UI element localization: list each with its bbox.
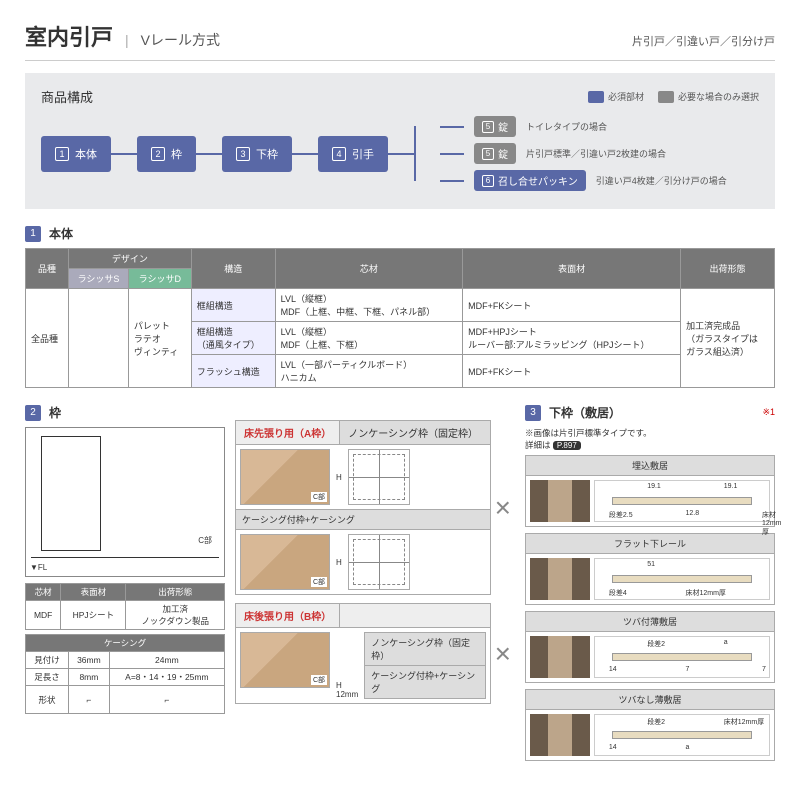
flow-step-4: 4引手: [318, 136, 388, 172]
composition-panel: 商品構成 必須部材 必要な場合のみ選択 1本体 2枠 3下枠 4引手 5錠トイレ…: [25, 73, 775, 209]
design-list: パレットラテオヴィンティ: [128, 289, 191, 388]
sill-item-title: ツバ付薄敷居: [525, 611, 775, 632]
composition-title: 商品構成: [41, 87, 93, 106]
page-title: 室内引戸: [25, 20, 113, 52]
page-variants: 片引戸／引違い戸／引分け戸: [632, 33, 775, 49]
sill-item-title: ツバなし薄敷居: [525, 689, 775, 710]
branch-desc: 引違い戸4枚建／引分け戸の場合: [596, 174, 727, 187]
door-photo: [240, 632, 330, 688]
legend-label-required: 必須部材: [608, 92, 644, 102]
panel-label: ケーシング付枠+ケーシング: [235, 510, 491, 530]
sill-photo: [530, 714, 590, 756]
right-note: ※画像は片引戸標準タイプです。 詳細は P.897: [525, 427, 775, 451]
sill-diagram: 段差2.519.112.819.1床材12mm厚: [594, 480, 770, 522]
cross-section-diagram: [348, 449, 410, 505]
casing-table: ケーシング 見付け36mm24mm 足長さ8mmA=8・14・19・25mm 形…: [25, 634, 225, 714]
legend-swatch-optional: [658, 91, 674, 103]
page-subtitle: Vレール方式: [141, 30, 220, 50]
sill-diagram: 14段差27a7床材12mm厚: [594, 636, 770, 678]
flow-row: 1本体 2枠 3下枠 4引手 5錠トイレタイプの場合 5錠片引戸標準／引違い戸2…: [41, 116, 759, 191]
panel-a-row1: H: [235, 445, 491, 510]
sill-item-body: 段差451床材12mm厚: [525, 554, 775, 605]
title-separator: |: [125, 32, 129, 48]
panel-b-header: 床後張り用（B枠）: [235, 603, 491, 628]
sill-item-body: 14段差2a床材12mm厚: [525, 710, 775, 761]
panel-label: ケーシング付枠+ケーシング: [364, 666, 485, 699]
door-photo: [240, 449, 330, 505]
sill-item-title: 埋込敷居: [525, 455, 775, 476]
door-photo: [240, 534, 330, 590]
sill-item-title: フラット下レール: [525, 533, 775, 554]
legend-swatch-required: [588, 91, 604, 103]
branch-lock-2: 5錠: [474, 143, 516, 164]
page-header: 室内引戸 | Vレール方式 片引戸／引違い戸／引分け戸: [25, 20, 775, 61]
sill-photo: [530, 480, 590, 522]
section-badge: 2: [25, 405, 41, 421]
sill-item-body: 段差2.519.112.819.1床材12mm厚: [525, 476, 775, 527]
sill-photo: [530, 636, 590, 678]
branch-lock-1: 5錠: [474, 116, 516, 137]
section-footnote: ※1: [762, 407, 775, 418]
branch-packing: 6召し合せパッキン: [474, 170, 586, 191]
flow-step-3: 3下枠: [222, 136, 292, 172]
multiply-icon: ×: [495, 638, 511, 670]
section-1-header: 1 本体: [25, 225, 775, 242]
multiply-icon: ×: [495, 492, 511, 524]
panel-a-row2: H: [235, 530, 491, 595]
cross-section-diagram: [348, 534, 410, 590]
legend-label-optional: 必要な場合のみ選択: [678, 92, 759, 102]
section-2-header: 2 枠: [25, 404, 225, 421]
flow-step-2: 2枠: [137, 136, 196, 172]
section-badge: 3: [525, 405, 541, 421]
sill-photo: [530, 558, 590, 600]
sill-item-body: 14段差27a7床材12mm厚: [525, 632, 775, 683]
panel-label: ノンケーシング枠（固定枠）: [364, 632, 485, 666]
legend: 必須部材 必要な場合のみ選択: [588, 90, 759, 104]
flow-branches: 5錠トイレタイプの場合 5錠片引戸標準／引違い戸2枚建の場合 6召し合せパッキン…: [440, 116, 727, 191]
flow-step-1: 1本体: [41, 136, 111, 172]
section-title: 本体: [49, 225, 73, 242]
section-title: 下枠（敷居）: [549, 404, 621, 421]
branch-desc: 片引戸標準／引違い戸2枚建の場合: [526, 147, 666, 160]
page-ref-pill: P.897: [553, 441, 581, 450]
section-3-header: 3 下枠（敷居） ※1: [525, 404, 775, 421]
frame-material-table: 芯材表面材出荷形態 MDFHPJシート加工済 ノックダウン製品: [25, 583, 225, 630]
section-title: 枠: [49, 404, 61, 421]
spec-table-body: 品種 デザイン 構造 芯材 表面材 出荷形態 ラシッサS ラシッサD 全品種 パ…: [25, 248, 775, 388]
branch-desc: トイレタイプの場合: [526, 120, 607, 133]
panel-a-header: 床先張り用（A枠） ノンケーシング枠（固定枠）: [235, 420, 491, 445]
frame-diagram: ▼FL C部: [25, 427, 225, 577]
sill-diagram: 14段差2a床材12mm厚: [594, 714, 770, 756]
panel-b-row: H12mm ノンケーシング枠（固定枠） ケーシング付枠+ケーシング: [235, 628, 491, 704]
section-badge: 1: [25, 226, 41, 242]
sill-diagram: 段差451床材12mm厚: [594, 558, 770, 600]
